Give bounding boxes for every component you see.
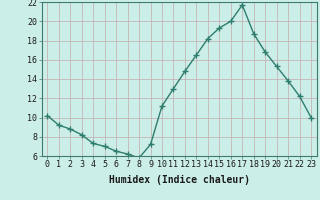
X-axis label: Humidex (Indice chaleur): Humidex (Indice chaleur) — [109, 175, 250, 185]
